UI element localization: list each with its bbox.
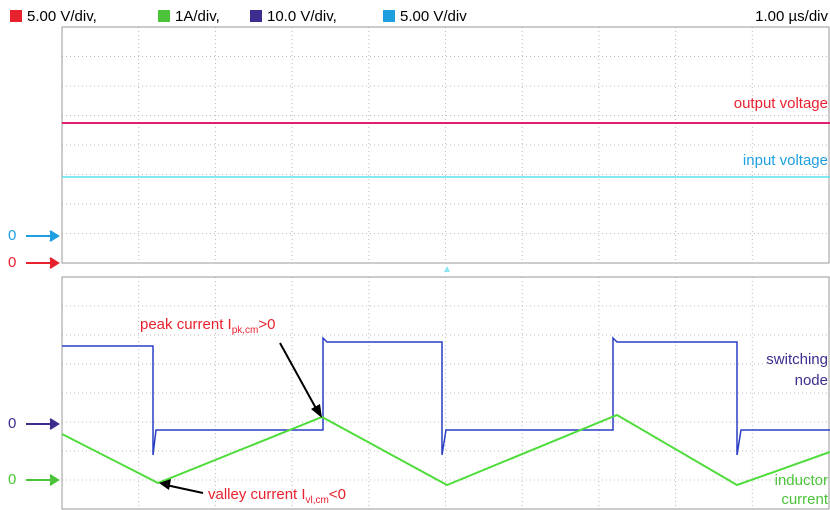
legend-label: 5.00 V/div [400, 8, 467, 25]
legend-swatch [158, 10, 170, 22]
annotation-text: <0 [329, 486, 346, 503]
trace-label: switching [766, 351, 828, 368]
legend-swatch [383, 10, 395, 22]
legend-label: 5.00 V/div, [27, 8, 97, 25]
annotation-text: peak current I [140, 316, 232, 333]
zero-arrow [26, 257, 60, 269]
trace-label: current [781, 491, 829, 508]
annotation: valley current Ivl,cm<0 [208, 486, 346, 506]
annotation-sub: pk,cm [232, 325, 259, 336]
trace-label: node [795, 372, 828, 389]
annotation: peak current Ipk,cm>0 [140, 316, 276, 336]
trace-label: output voltage [734, 95, 828, 112]
trace-label: input voltage [743, 152, 828, 169]
legend-swatch [10, 10, 22, 22]
zero-arrow [26, 418, 60, 430]
grid [62, 27, 829, 509]
zero-marker: 0 [8, 415, 16, 432]
annotation-text: >0 [258, 316, 275, 333]
arrow [279, 342, 319, 413]
zero-arrow [26, 474, 60, 486]
legend-swatch [250, 10, 262, 22]
arrowhead [159, 479, 171, 490]
switching-trace [62, 336, 830, 456]
arrow [165, 484, 204, 494]
zero-marker: 0 [8, 471, 16, 488]
legend-label: 10.0 V/div, [267, 8, 337, 25]
inductor-trace [61, 413, 830, 487]
annotation-sub: vl,cm [306, 495, 329, 506]
zero-arrow [26, 230, 60, 242]
zero-marker: 0 [8, 227, 16, 244]
trigger-marker [444, 266, 450, 272]
bottom-panel [61, 276, 830, 510]
annotation-text: valley current I [208, 486, 306, 503]
trace-label: inductor [775, 472, 828, 489]
timebase: 1.00 µs/div [755, 8, 828, 25]
top-panel [61, 26, 830, 264]
arrowhead [311, 404, 322, 418]
legend-label: 1A/div, [175, 8, 220, 25]
zero-marker: 0 [8, 254, 16, 271]
